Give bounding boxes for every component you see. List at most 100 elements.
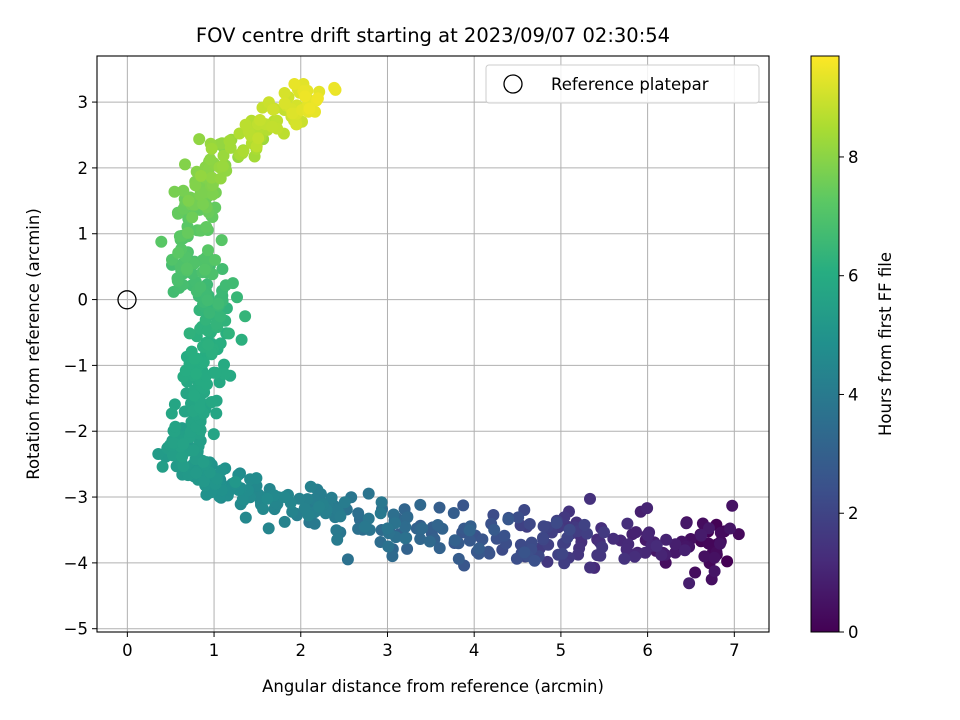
data-point [177,460,190,473]
data-point [607,532,620,545]
data-point [447,507,460,519]
data-point [330,524,343,537]
data-point [414,498,427,511]
data-point [180,262,193,275]
data-point [205,142,218,155]
data-point [431,519,444,531]
data-point [641,502,654,515]
data-point [558,557,571,570]
colorbar-tick-label: 0 [848,623,859,642]
data-point [596,541,609,554]
data-point [210,407,223,420]
data-point [229,476,242,488]
data-point [262,522,275,535]
y-axis-label: Rotation from reference (arcmin) [24,208,43,480]
data-point [598,526,610,539]
y-tick-label: 3 [78,93,89,112]
data-point [206,188,219,201]
data-point [714,537,726,550]
data-point [172,246,185,259]
data-point [572,548,585,561]
data-point [683,577,696,590]
data-point [550,517,563,529]
data-point [299,90,311,103]
data-point [502,513,515,526]
data-point [708,565,721,578]
data-point [416,522,429,535]
data-point [152,448,165,460]
legend-box [485,64,760,104]
data-point [236,493,249,506]
data-point [252,132,265,145]
data-point [286,107,299,120]
data-point [197,198,209,211]
reference-platepar-marker [117,290,137,310]
data-point [698,550,711,563]
data-point [488,523,501,536]
data-point [176,450,189,463]
y-tick-label: −1 [64,356,88,375]
data-point [341,553,354,566]
data-point [226,277,239,290]
data-point [721,555,734,568]
data-point [563,523,576,536]
data-point [193,401,206,414]
data-point [414,533,427,545]
data-point [660,533,673,546]
y-tick-label: −2 [64,422,88,441]
data-point [680,517,693,530]
data-point [325,491,338,504]
data-point [169,420,182,433]
data-points [152,78,745,590]
data-point [200,221,213,233]
data-point [528,554,541,567]
data-point [334,510,347,523]
colorbar: 0 2 4 6 8 Hours from first FF file [810,55,895,642]
data-point [433,542,446,555]
data-point [714,526,727,539]
data-point [203,306,216,319]
data-point [214,310,227,323]
y-tick-label: 2 [78,159,89,178]
data-point [331,533,344,546]
data-point [537,520,550,533]
data-point [708,551,721,564]
data-point [338,496,351,509]
data-point [190,367,203,380]
data-point [278,87,291,99]
data-point [193,133,206,146]
data-point [620,543,633,556]
data-point [386,550,399,563]
data-point [239,310,252,323]
data-point [166,449,179,462]
data-point [254,114,266,126]
data-point [201,294,214,307]
data-point [278,97,291,110]
data-point [669,538,682,551]
data-point [381,522,394,535]
data-point [498,529,511,542]
colorbar-ticks: 0 2 4 6 8 [839,148,859,642]
data-point [239,118,252,131]
data-point [261,492,274,505]
data-point [239,511,252,524]
data-point [401,542,414,555]
data-point [618,552,631,565]
data-point [204,153,217,166]
data-point [578,518,591,531]
data-point [165,407,178,420]
data-point [401,511,414,524]
data-point [222,327,235,340]
data-point [482,545,495,558]
chart-title: FOV centre drift starting at 2023/09/07 … [196,24,670,47]
data-point [448,534,461,547]
data-point [290,118,303,131]
x-tick-label: 7 [729,641,740,660]
y-tick-label: −5 [64,620,88,639]
y-axis-ticks: −5 −4 −3 −2 −1 0 1 2 3 [64,93,97,639]
data-point [168,185,181,198]
data-point [642,529,654,542]
data-point [182,194,195,207]
data-point [267,103,279,116]
